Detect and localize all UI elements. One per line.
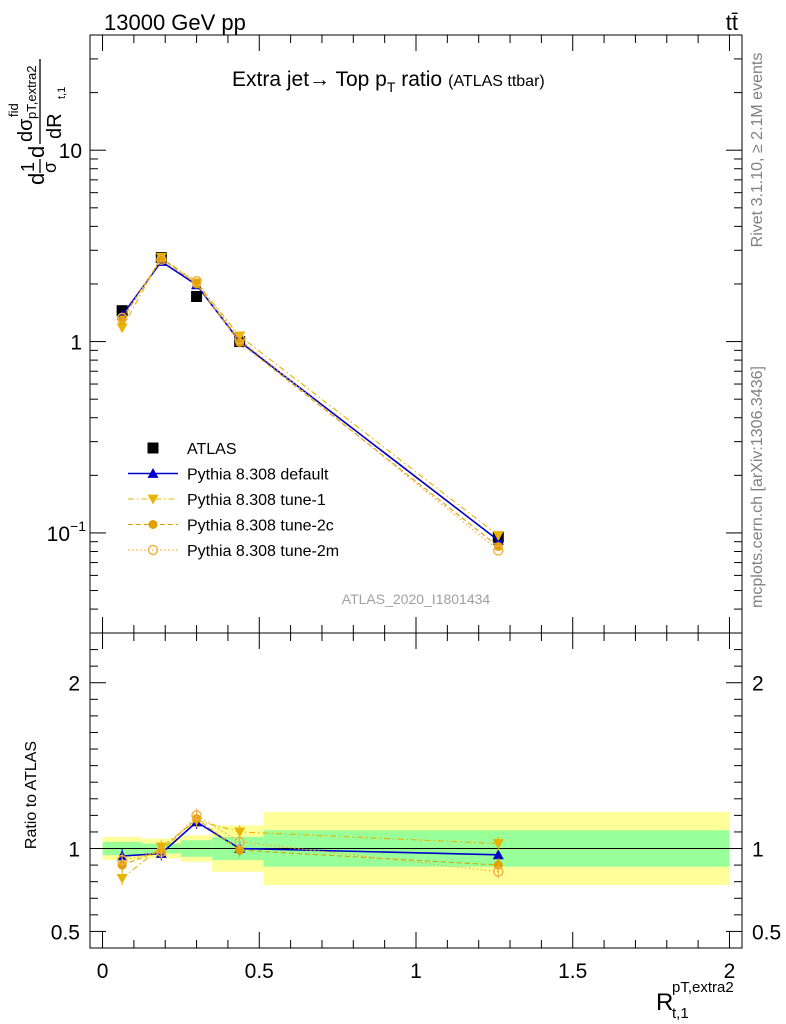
main-series-point bbox=[234, 331, 246, 342]
ratio-series-point bbox=[116, 873, 128, 884]
chart-title: Extra jet→ Top pT ratio (ATLAS ttbar) bbox=[232, 68, 545, 95]
legend-entry-label: ATLAS bbox=[187, 441, 237, 458]
ratio-series-point bbox=[492, 839, 504, 850]
mcplots-label: mcplots.cern.ch [arXiv:1306.3436] bbox=[749, 366, 766, 608]
x-tick-label: 1 bbox=[410, 960, 422, 983]
svg-text:dσ: dσ bbox=[15, 118, 37, 142]
main-series-point bbox=[493, 545, 504, 556]
main-series-point bbox=[116, 312, 128, 324]
ratio-series-line bbox=[121, 819, 499, 879]
legend-marker bbox=[147, 468, 159, 478]
svg-text:t,1: t,1 bbox=[672, 1005, 689, 1022]
svg-text:σ: σ bbox=[40, 162, 60, 173]
svg-text:fid: fid bbox=[6, 103, 21, 117]
main-series-point bbox=[191, 275, 202, 287]
energy-label: 13000 GeV pp bbox=[104, 10, 246, 35]
rivet-version-label: Rivet 3.1.10, ≥ 2.1M events bbox=[749, 53, 766, 248]
ratio-axis-ticks: 0.5 0.5 1 1 2 2 0 0.5 1 1.5 2 bbox=[51, 633, 781, 983]
main-series-2 bbox=[117, 253, 503, 551]
ratio-series-line bbox=[122, 814, 499, 873]
main-y-tick-label: 1 bbox=[70, 332, 82, 355]
x-tick-label: 0.5 bbox=[245, 960, 274, 983]
main-series-point bbox=[156, 254, 167, 265]
main-y-tick-label: 10−1 bbox=[47, 518, 87, 546]
main-plot-area bbox=[116, 252, 504, 556]
ratio-series-3 bbox=[116, 808, 504, 879]
svg-text:t,1: t,1 bbox=[56, 87, 68, 99]
svg-text:R: R bbox=[656, 989, 673, 1016]
ratio-plot-area bbox=[116, 808, 504, 886]
legend-entry-label: Pythia 8.308 tune-2c bbox=[187, 518, 334, 535]
main-series-point bbox=[234, 333, 245, 345]
x-axis-label: R pT,extra2 t,1 bbox=[656, 979, 734, 1022]
ratio-y-tick-label-right: 1 bbox=[752, 839, 764, 862]
ratio-y-tick-label-right: 2 bbox=[752, 673, 764, 696]
svg-text:d: d bbox=[24, 173, 49, 185]
legend-entry-label: Pythia 8.308 tune-2m bbox=[187, 543, 339, 560]
ratio-series-point bbox=[234, 827, 246, 838]
main-series-point bbox=[492, 531, 504, 541]
atlas-data-point bbox=[191, 291, 203, 303]
ratio-series-point bbox=[116, 854, 128, 866]
svg-text:d: d bbox=[24, 146, 49, 158]
main-series-point bbox=[235, 337, 245, 347]
x-tick-label: 2 bbox=[724, 960, 736, 983]
main-y-axis-label: d 1 σ d dσ fid pT,extra2 dR t,1 bbox=[6, 59, 68, 185]
main-y-tick-label: 10 bbox=[59, 140, 82, 163]
main-series-point bbox=[192, 279, 202, 289]
ratio-y-tick-label-right: 0.5 bbox=[752, 921, 781, 944]
legend-marker bbox=[147, 494, 159, 505]
ratio-frame bbox=[89, 632, 743, 949]
legend-marker bbox=[148, 520, 158, 529]
analysis-watermark: ATLAS_2020_I1801434 bbox=[342, 591, 491, 607]
svg-text:pT,extra2: pT,extra2 bbox=[672, 979, 734, 996]
legend: ATLAS Pythia 8.308 default Pythia 8.308 tu… bbox=[128, 441, 339, 560]
legend-marker bbox=[147, 544, 159, 556]
x-tick-label: 1.5 bbox=[558, 960, 587, 983]
svg-text:1: 1 bbox=[18, 162, 38, 172]
ratio-uncertainty-bands bbox=[90, 812, 742, 885]
ratio-y-tick-label-left: 0.5 bbox=[51, 921, 80, 944]
main-series-3 bbox=[116, 254, 504, 556]
legend-entry-label: Pythia 8.308 default bbox=[187, 467, 329, 484]
ratio-series-point bbox=[235, 845, 245, 855]
svg-text:dR: dR bbox=[44, 113, 66, 139]
legend-entry-label: Pythia 8.308 tune-1 bbox=[187, 492, 326, 509]
legend-marker bbox=[147, 442, 159, 454]
main-series-point bbox=[116, 323, 128, 334]
x-tick-label: 0 bbox=[97, 960, 109, 983]
main-panel: 10−1 1 10 Extra jet→ Top pT ratio (ATLAS tt… bbox=[6, 34, 743, 634]
ratio-y-axis-label: Ratio to ATLAS bbox=[23, 741, 40, 849]
process-label: tt̄ bbox=[726, 10, 738, 35]
main-y-ticks: 10−1 1 10 bbox=[47, 34, 742, 634]
ratio-series-point bbox=[156, 846, 167, 858]
ratio-series-point bbox=[234, 836, 245, 848]
ratio-series-point bbox=[191, 810, 202, 821]
ratio-series-point bbox=[493, 866, 504, 877]
ratio-panel: 0.5 0.5 1 1 2 2 0 0.5 1 1.5 2 Ratio to ATLAS R pT,… bbox=[23, 632, 781, 1022]
ratio-y-tick-label-left: 2 bbox=[68, 673, 80, 696]
svg-text:pT,extra2: pT,extra2 bbox=[24, 66, 39, 119]
ratio-y-tick-label-left: 1 bbox=[68, 839, 80, 862]
ratio-series-point bbox=[492, 849, 504, 860]
